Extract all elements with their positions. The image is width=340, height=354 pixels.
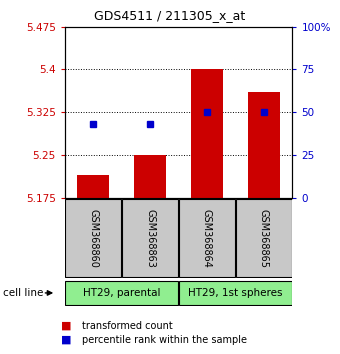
Bar <box>122 199 177 277</box>
Bar <box>236 199 291 277</box>
Text: GSM368863: GSM368863 <box>145 209 155 268</box>
Bar <box>180 199 235 277</box>
Bar <box>191 69 223 198</box>
Text: GSM368865: GSM368865 <box>259 209 269 268</box>
Text: GSM368864: GSM368864 <box>202 209 212 268</box>
Bar <box>134 155 166 198</box>
Text: cell line: cell line <box>3 288 44 298</box>
Bar <box>65 281 178 305</box>
Text: percentile rank within the sample: percentile rank within the sample <box>82 335 246 345</box>
Text: GSM368860: GSM368860 <box>88 209 98 268</box>
Text: ■: ■ <box>61 335 72 345</box>
Bar <box>78 175 109 198</box>
Bar <box>66 199 121 277</box>
Text: GDS4511 / 211305_x_at: GDS4511 / 211305_x_at <box>95 9 245 22</box>
Text: HT29, parental: HT29, parental <box>83 288 160 298</box>
Bar <box>179 281 292 305</box>
Text: HT29, 1st spheres: HT29, 1st spheres <box>188 288 283 298</box>
Text: transformed count: transformed count <box>82 321 172 331</box>
Bar <box>248 92 279 198</box>
Text: ■: ■ <box>61 321 72 331</box>
